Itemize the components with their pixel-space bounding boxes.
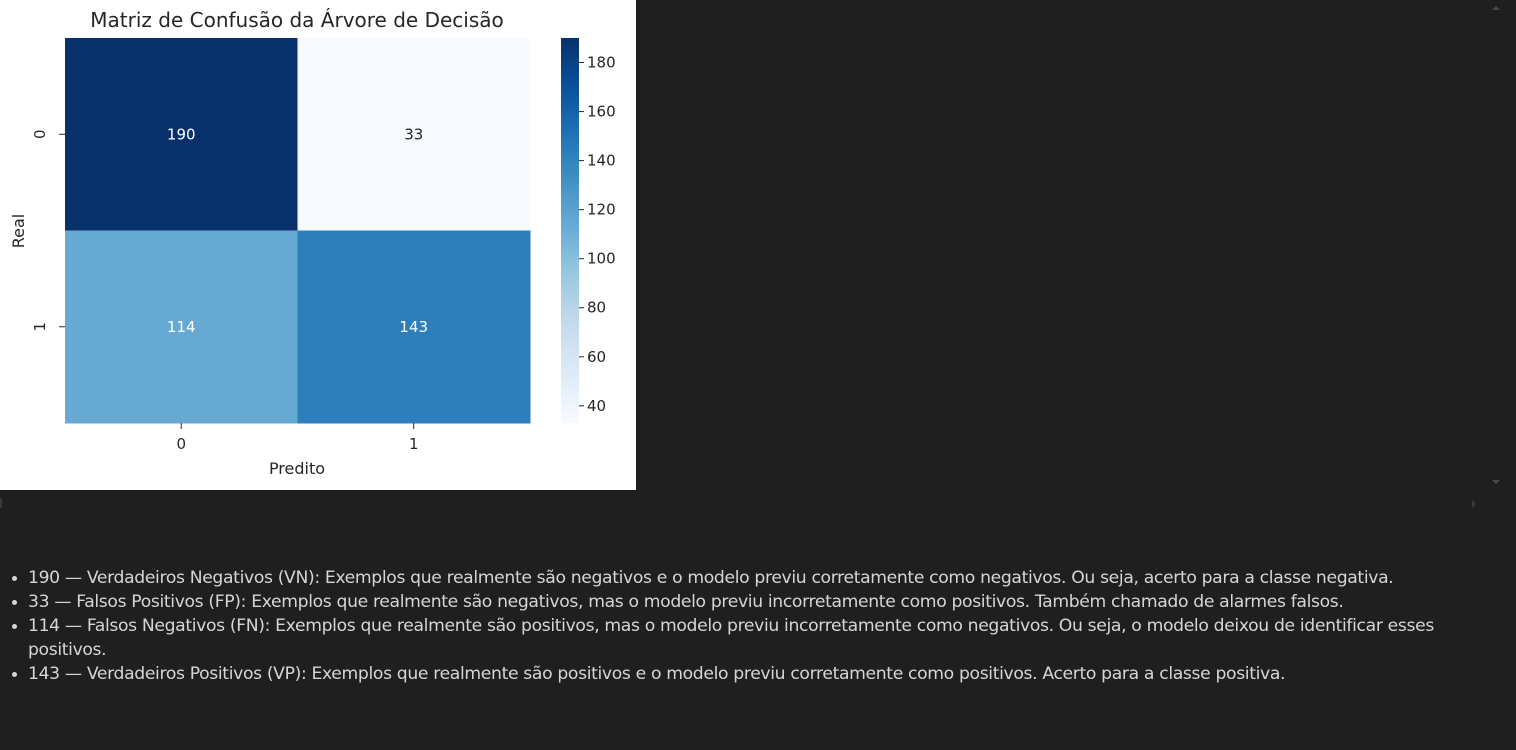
colorbar-tick-label: 60 xyxy=(587,348,606,366)
scroll-right-arrow-icon[interactable] xyxy=(1472,500,1476,508)
cell-value-label: 190 xyxy=(167,125,196,143)
cell-value-label: 114 xyxy=(167,318,196,336)
cell-output-panel: Matriz de Confusão da Árvore de Decisão … xyxy=(0,0,1500,508)
colorbar-tick-label: 100 xyxy=(587,250,616,268)
x-tick-label: 0 xyxy=(176,435,186,453)
colorbar xyxy=(561,38,579,423)
horizontal-scrollbar[interactable] xyxy=(0,498,2,508)
list-item: 114 — Falsos Negativos (FN): Exemplos qu… xyxy=(28,614,1516,662)
list-item: 143 — Verdadeiros Positivos (VP): Exempl… xyxy=(28,662,1516,686)
x-axis-label: Predito xyxy=(269,459,325,478)
colorbar-tick-label: 140 xyxy=(587,152,616,170)
colorbar-tick-label: 160 xyxy=(587,103,616,121)
cell-value-label: 33 xyxy=(404,125,423,143)
scroll-down-arrow-icon[interactable] xyxy=(1492,480,1500,484)
heatmap-cell xyxy=(297,230,531,424)
confusion-matrix-figure: Matriz de Confusão da Árvore de Decisão … xyxy=(0,0,636,490)
colorbar-tick-label: 120 xyxy=(587,201,616,219)
y-tick-label: 1 xyxy=(31,322,49,332)
chart-title: Matriz de Confusão da Árvore de Decisão xyxy=(90,8,503,32)
markdown-notes: 190 — Verdadeiros Negativos (VN): Exempl… xyxy=(0,566,1516,686)
scroll-up-arrow-icon[interactable] xyxy=(1492,6,1500,10)
cell-value-label: 143 xyxy=(399,318,428,336)
list-item: 33 — Falsos Positivos (FP): Exemplos que… xyxy=(28,590,1516,614)
heatmap-cell xyxy=(65,38,298,231)
colorbar-tick-label: 180 xyxy=(587,54,616,72)
colorbar-tick-label: 40 xyxy=(587,397,606,415)
colorbar-tick-label: 80 xyxy=(587,299,606,317)
confusion-matrix-chart: Matriz de Confusão da Árvore de Decisão … xyxy=(9,8,616,478)
x-tick-label: 1 xyxy=(409,435,419,453)
heatmap-cell xyxy=(297,38,531,231)
y-tick-label: 0 xyxy=(31,129,49,139)
notes-list: 190 — Verdadeiros Negativos (VN): Exempl… xyxy=(0,566,1516,686)
list-item: 190 — Verdadeiros Negativos (VN): Exempl… xyxy=(28,566,1516,590)
heatmap-cell xyxy=(65,230,298,424)
y-axis-label: Real xyxy=(9,214,28,249)
